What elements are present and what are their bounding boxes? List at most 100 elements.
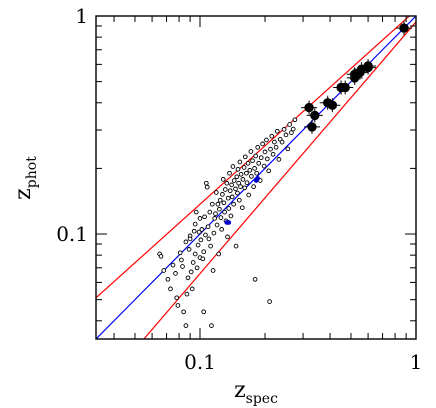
data-point (266, 168, 272, 174)
data-point (161, 268, 167, 273)
data-point-large (350, 73, 360, 83)
data-point (184, 291, 190, 297)
data-point (233, 186, 238, 192)
data-point-large (310, 110, 320, 121)
data-point (274, 128, 280, 134)
x-tick-label: 0.1 (184, 350, 216, 374)
x-axis-label: zspec (234, 378, 278, 407)
y-tick-label: 1 (75, 4, 88, 28)
data-point (240, 177, 246, 182)
data-point (273, 144, 279, 150)
data-point (226, 206, 232, 211)
data-point (229, 182, 234, 188)
data-point (187, 236, 193, 242)
y-tick-label: 0.1 (56, 222, 88, 246)
data-point (269, 133, 275, 139)
data-point (209, 323, 214, 328)
data-point (216, 251, 222, 257)
data-point (228, 213, 234, 219)
data-point (256, 160, 262, 166)
data-point (287, 122, 292, 127)
data-point (225, 195, 231, 201)
data-point (192, 251, 198, 257)
data-point (255, 144, 261, 150)
data-point (222, 187, 228, 192)
data-point-large (399, 23, 409, 33)
data-point (190, 260, 196, 265)
data-point (242, 185, 248, 191)
data-point (183, 323, 189, 328)
data-point (227, 188, 233, 194)
data-point (246, 192, 252, 198)
data-point (195, 242, 201, 248)
data-point (218, 215, 224, 220)
data-point (205, 224, 211, 230)
data-point-large (363, 61, 373, 71)
data-point (244, 180, 250, 186)
data-point (264, 156, 270, 162)
x-tick-label: 1 (410, 350, 423, 374)
data-point (268, 146, 273, 152)
data-point (191, 228, 197, 234)
data-point (189, 286, 195, 292)
data-point (213, 211, 218, 217)
data-point (290, 126, 296, 132)
data-point (242, 154, 248, 160)
data-point (158, 253, 164, 259)
data-point (204, 184, 210, 190)
data-point (248, 149, 254, 154)
data-point (229, 194, 235, 200)
data-point (261, 163, 267, 169)
data-point (247, 167, 253, 173)
data-point (220, 192, 225, 197)
data-point (170, 262, 176, 268)
data-point (174, 295, 180, 301)
data-point (249, 173, 254, 179)
data-point (276, 157, 282, 162)
data-point (181, 309, 186, 315)
data-point (201, 249, 207, 255)
data-point-large (340, 82, 350, 93)
data-point (252, 276, 258, 282)
data-point (188, 269, 194, 275)
data-point (206, 236, 212, 242)
data-point (212, 216, 218, 221)
data-point (237, 159, 243, 165)
data-point (233, 243, 239, 249)
data-point (238, 184, 243, 189)
data-point (239, 205, 245, 211)
data-point (230, 164, 236, 169)
data-point (231, 178, 237, 183)
data-point (220, 177, 226, 182)
data-point (185, 275, 191, 281)
data-point (251, 184, 256, 189)
data-point (292, 117, 298, 123)
data-point (234, 174, 240, 180)
data-point (235, 166, 241, 172)
data-point (211, 230, 217, 236)
data-point (200, 256, 206, 262)
data-point (238, 171, 244, 177)
data-point (209, 201, 215, 207)
data-point (177, 250, 183, 256)
data-point (215, 201, 221, 207)
data-point (207, 209, 213, 215)
data-point (199, 227, 205, 232)
data-point (227, 170, 232, 176)
data-point-large (304, 102, 314, 113)
data-point (214, 222, 220, 228)
data-point (245, 160, 251, 166)
data-point (224, 180, 230, 186)
data-point (210, 268, 216, 273)
data-point (217, 197, 223, 203)
data-point (285, 146, 291, 152)
data-point (196, 229, 202, 235)
data-point (250, 158, 255, 164)
data-point (186, 247, 192, 252)
plot-frame (95, 15, 417, 340)
data-point (264, 137, 269, 143)
data-point (202, 214, 207, 220)
y-axis-label: zphot (11, 156, 40, 200)
data-point (262, 149, 268, 155)
